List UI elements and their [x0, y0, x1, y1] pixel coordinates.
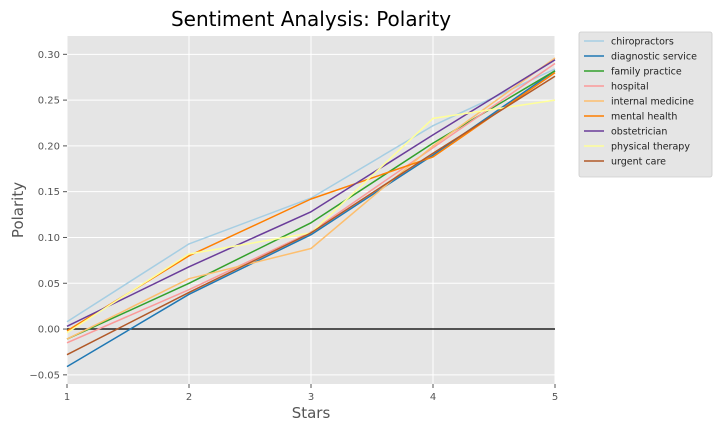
legend-label: hospital: [611, 82, 649, 93]
x-tick-label: 1: [64, 392, 70, 403]
series-line-obstetrician: [66, 59, 556, 327]
y-tick-label: −0.05: [29, 370, 60, 381]
y-tick-label: 0.25: [38, 96, 60, 107]
legend-label: diagnostic service: [611, 52, 697, 63]
legend-label: family practice: [611, 67, 682, 78]
series-lines: [66, 57, 556, 368]
legend-label: physical therapy: [611, 142, 690, 153]
legend: chiropractors diagnostic service family pr…: [578, 31, 713, 178]
y-tick-label: 0.30: [38, 50, 60, 61]
grid-lines: [66, 36, 556, 384]
legend-label: chiropractors: [611, 37, 674, 48]
x-tick-label: 2: [186, 392, 192, 403]
y-axis-ticks: −0.05 0.00 0.05 0.10 0.15 0.20 0.25 0.30: [29, 50, 67, 381]
y-tick-label: 0.20: [38, 141, 60, 152]
x-tick-label: 4: [430, 392, 436, 403]
y-tick-label: 0.00: [38, 325, 60, 336]
y-tick-label: 0.05: [38, 279, 60, 290]
legend-label: obstetrician: [611, 127, 667, 138]
legend-label: internal medicine: [611, 97, 694, 108]
legend-box: [578, 31, 713, 178]
series-line-chiropractors: [66, 68, 556, 323]
chart-title: Sentiment Analysis: Polarity: [171, 7, 451, 31]
legend-label: mental health: [611, 112, 677, 123]
y-tick-label: 0.15: [38, 187, 60, 198]
legend-label: urgent care: [611, 157, 666, 168]
series-line-urgent-care: [66, 75, 556, 356]
y-tick-label: 0.10: [38, 233, 60, 244]
x-axis-label: Stars: [292, 404, 331, 422]
y-axis-label: Polarity: [9, 182, 27, 238]
series-line-internal-medicine: [66, 57, 556, 340]
x-axis-ticks: 1 2 3 4 5: [64, 384, 558, 403]
x-tick-label: 5: [552, 392, 558, 403]
x-tick-label: 3: [308, 392, 314, 403]
